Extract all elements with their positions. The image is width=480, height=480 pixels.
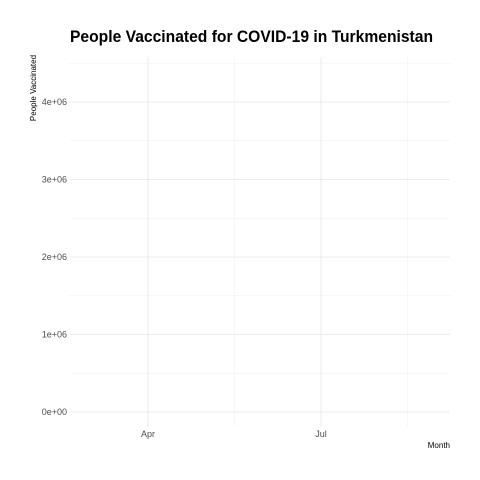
- grid-lines: [70, 57, 450, 427]
- y-tick-label: 0e+00: [42, 407, 67, 417]
- y-tick-label: 3e+06: [42, 175, 67, 185]
- y-tick-label: 4e+06: [42, 97, 67, 107]
- x-axis-ticks: Apr Jul: [141, 429, 327, 439]
- y-tick-label: 2e+06: [42, 252, 67, 262]
- y-axis-ticks: 0e+00 1e+06 2e+06 3e+06 4e+06: [42, 97, 67, 417]
- x-axis-label: Month: [428, 441, 450, 450]
- chart-title: People Vaccinated for COVID-19 in Turkme…: [70, 27, 434, 46]
- x-tick-label: Apr: [141, 429, 155, 439]
- y-tick-label: 1e+06: [42, 330, 67, 340]
- x-tick-label: Jul: [315, 429, 327, 439]
- y-axis-label: People Vaccinated: [29, 55, 38, 121]
